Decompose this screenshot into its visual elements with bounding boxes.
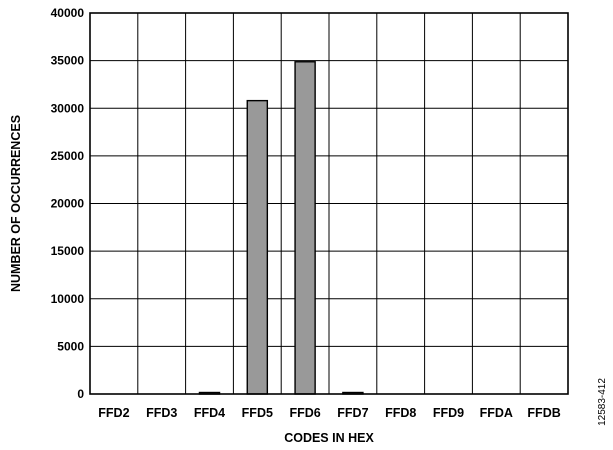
y-tick-label: 20000 — [51, 197, 85, 211]
y-tick-labels: 0 5000 10000 15000 20000 25000 30000 35000 40000 — [51, 6, 85, 401]
plot-frame — [89, 12, 569, 395]
y-tick-label: 15000 — [51, 244, 85, 258]
y-tick-label: 10000 — [51, 292, 85, 306]
grid-lines — [90, 13, 568, 394]
x-axis-title: CODES IN HEX — [284, 431, 374, 445]
y-tick-label: 30000 — [51, 101, 85, 115]
x-tick-label: FFDB — [527, 406, 560, 420]
x-tick-label: FFD9 — [433, 406, 464, 420]
figure-id: 12583-412 — [597, 378, 608, 426]
x-tick-label: FFD7 — [337, 406, 368, 420]
y-axis-title: NUMBER OF OCCURRENCES — [9, 115, 23, 292]
x-tick-label: FFD6 — [289, 406, 320, 420]
x-tick-label: FFD2 — [98, 406, 129, 420]
y-tick-label: 40000 — [51, 6, 85, 20]
y-tick-label: 35000 — [51, 54, 85, 68]
bar-ffd6 — [294, 61, 316, 395]
x-tick-labels: FFD2 FFD3 FFD4 FFD5 FFD6 FFD7 FFD8 FFD9 FFDA FFDB — [98, 406, 560, 420]
y-tick-label: 5000 — [57, 339, 84, 353]
x-tick-label: FFD8 — [385, 406, 416, 420]
x-tick-label: FFD4 — [194, 406, 225, 420]
bars — [198, 61, 364, 395]
y-tick-label: 25000 — [51, 149, 85, 163]
y-tick-label: 0 — [77, 387, 84, 401]
bar-ffd5 — [246, 99, 269, 395]
x-tick-label: FFDA — [480, 406, 513, 420]
x-tick-label: FFD5 — [242, 406, 273, 420]
x-tick-label: FFD3 — [146, 406, 177, 420]
